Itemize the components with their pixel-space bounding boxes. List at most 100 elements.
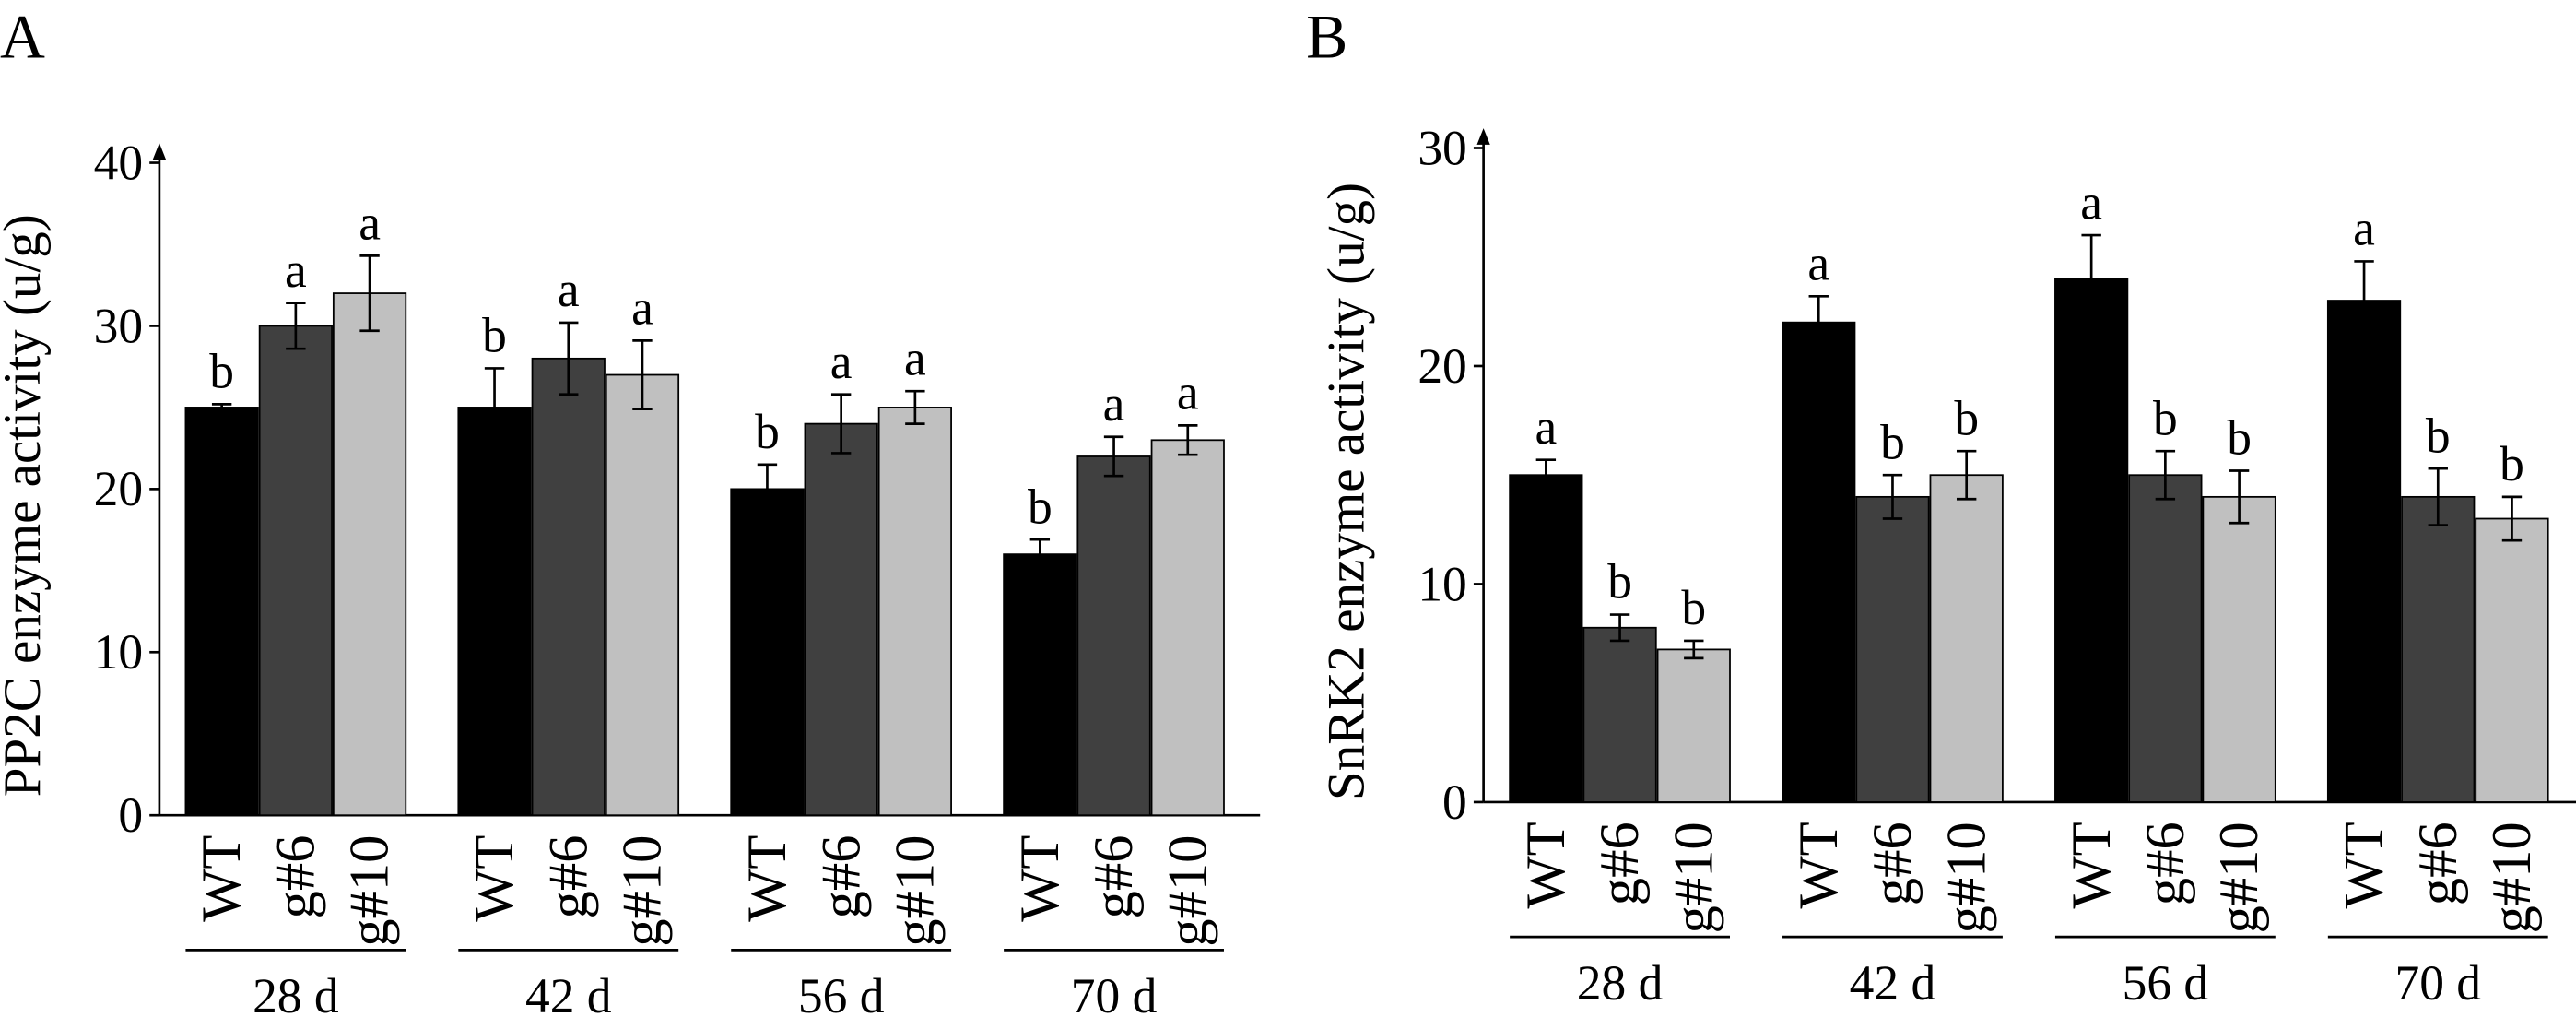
bar: [457, 407, 532, 817]
significance-letter: b: [755, 404, 780, 459]
error-bar: [2155, 449, 2176, 501]
bar: [1582, 626, 1657, 803]
bar: [1076, 455, 1151, 817]
error-bar: [1684, 639, 1704, 660]
group-label: 70 d: [1071, 968, 1158, 1023]
bar: [730, 488, 805, 817]
bar: [2475, 517, 2549, 803]
bar: [332, 292, 407, 817]
significance-letter: a: [631, 280, 653, 336]
significance-letter: b: [1028, 479, 1053, 534]
group-label: 42 d: [525, 968, 612, 1023]
bar: [877, 407, 952, 817]
bar: [804, 422, 878, 817]
y-tick-label: 30: [1417, 120, 1466, 175]
bar-label: g#6: [537, 835, 599, 919]
error-bar: [1103, 435, 1124, 478]
bar-label: WT: [1788, 822, 1850, 908]
bar: [2054, 278, 2129, 803]
error-bar: [2229, 469, 2250, 525]
bar-label: g#10: [884, 835, 946, 947]
error-bar: [1178, 424, 1198, 456]
significance-letter: b: [1954, 390, 1979, 445]
bar-label: g#6: [2407, 822, 2469, 905]
group-label: 56 d: [798, 968, 885, 1023]
significance-letter: a: [1535, 399, 1557, 455]
y-axis-label: SnRK2 enzyme activity (u/g): [1317, 183, 1375, 800]
error-bar: [211, 403, 232, 412]
bar-label: g#6: [810, 835, 872, 919]
bar-label: WT: [2061, 822, 2123, 908]
bar: [184, 407, 259, 817]
group-label: 28 d: [1577, 955, 1664, 1011]
error-bar: [286, 302, 306, 350]
significance-letter: b: [1880, 414, 1905, 469]
error-bar: [1808, 294, 1829, 350]
bar-label: g#10: [2208, 822, 2270, 933]
bar-label: g#10: [2481, 822, 2543, 933]
error-bar: [1956, 449, 1977, 501]
error-bar: [757, 463, 778, 515]
bar-label: g#6: [2135, 822, 2196, 905]
significance-letter: b: [2426, 408, 2451, 463]
bar: [2128, 474, 2203, 803]
significance-letter: b: [1607, 554, 1632, 609]
bar-label: g#10: [1663, 822, 1724, 933]
error-bar: [1029, 538, 1051, 571]
group-label: 28 d: [253, 968, 339, 1023]
bar: [1150, 439, 1225, 817]
y-tick-label: 10: [1417, 556, 1466, 611]
y-tick-label: 40: [94, 135, 143, 190]
significance-letter: a: [558, 262, 580, 317]
bar-label: g#6: [1862, 822, 1923, 905]
error-bar: [559, 321, 579, 396]
bar-label: g#10: [339, 835, 401, 947]
bar-label: WT: [736, 835, 798, 922]
y-tick-label: 20: [1417, 338, 1466, 394]
y-tick-label: 10: [94, 624, 143, 680]
significance-letter: a: [285, 242, 307, 298]
bar: [1003, 553, 1077, 817]
significance-letter: a: [1103, 376, 1125, 432]
bar: [1929, 474, 2004, 803]
bar-label: g#10: [612, 835, 674, 947]
y-tick-label: 0: [1442, 775, 1467, 830]
significance-letter: b: [209, 344, 234, 399]
error-bar: [905, 389, 925, 425]
error-bar: [830, 393, 852, 455]
error-bar: [2081, 233, 2101, 325]
bar: [1656, 648, 1731, 803]
bar-label: g#10: [1935, 822, 1997, 933]
bar: [531, 357, 606, 817]
error-bar: [1535, 458, 1557, 492]
bar-label: g#6: [265, 835, 326, 919]
significance-letter: b: [2153, 390, 2178, 445]
error-bar: [1882, 473, 1903, 520]
bar: [2202, 495, 2276, 803]
significance-letter: b: [482, 308, 507, 363]
bar: [1509, 474, 1583, 803]
bar-label: WT: [2334, 822, 2395, 908]
bar-label: WT: [1009, 835, 1071, 922]
error-bar: [484, 367, 505, 448]
significance-letter: a: [1177, 365, 1199, 420]
bar-label: WT: [464, 835, 525, 922]
error-bar: [2501, 495, 2523, 542]
group-label: 56 d: [2123, 955, 2209, 1011]
axis-arrow: [152, 143, 167, 160]
error-bar: [2428, 467, 2448, 526]
bar-label: g#6: [1083, 835, 1145, 919]
significance-letter: a: [904, 330, 926, 385]
panel-label: B: [1306, 2, 1347, 71]
significance-letter: a: [2080, 174, 2102, 230]
bar: [1782, 321, 1856, 803]
y-tick-label: 30: [94, 298, 143, 353]
bar-label: WT: [1515, 822, 1577, 908]
bar: [1855, 495, 1930, 803]
significance-letter: a: [1807, 235, 1829, 290]
bar: [258, 325, 333, 817]
error-bar: [632, 339, 653, 411]
error-bar: [2354, 260, 2374, 341]
bar-label: WT: [191, 835, 253, 922]
